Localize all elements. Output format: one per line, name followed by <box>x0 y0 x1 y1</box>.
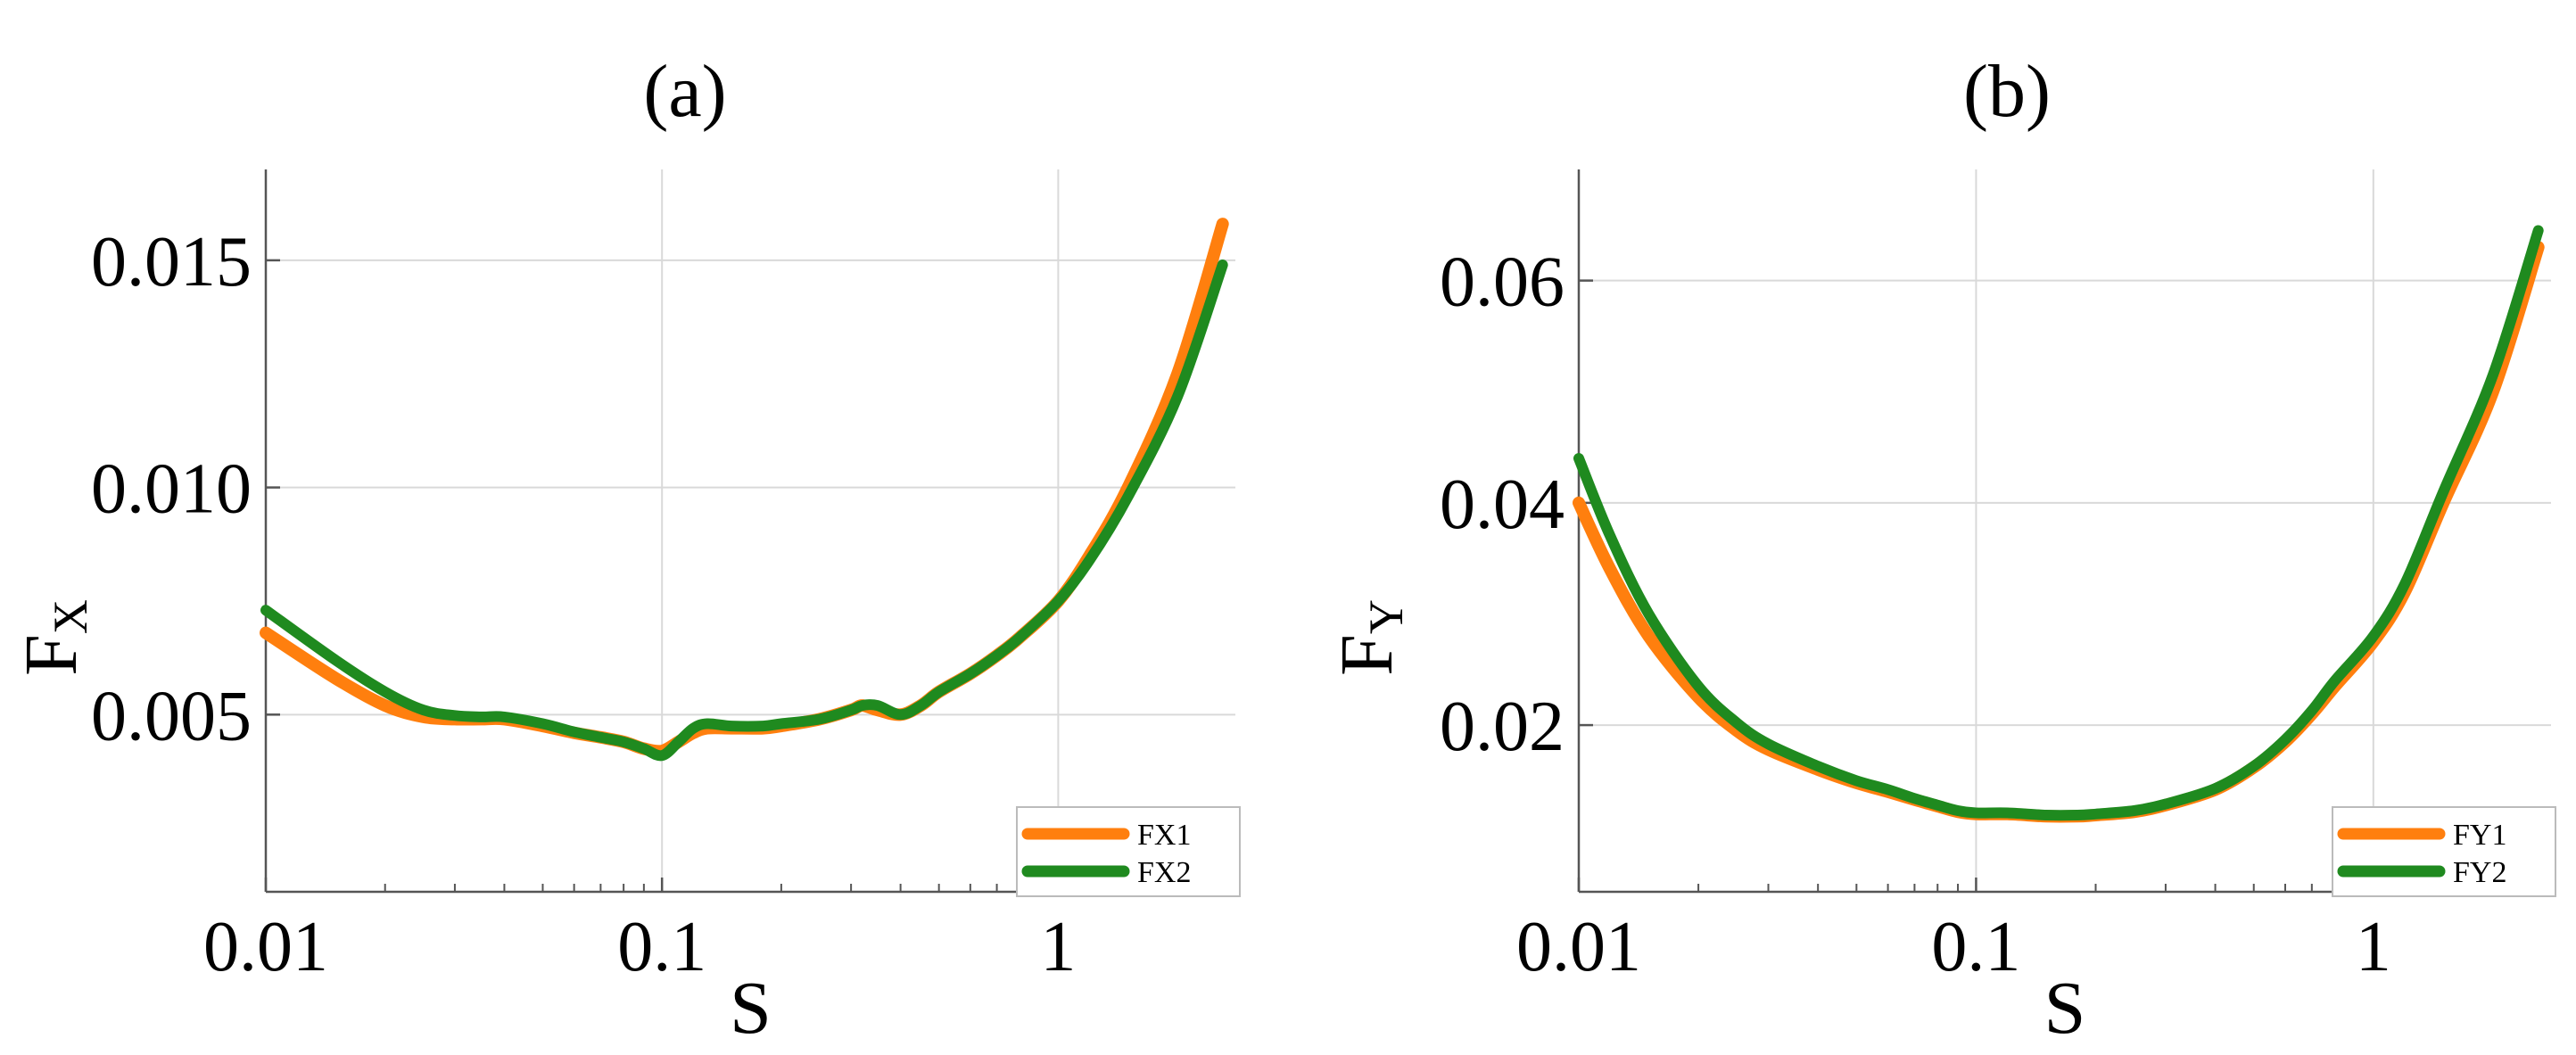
legend-label-fx1: FX1 <box>1137 819 1191 852</box>
legend-label-fx2: FX2 <box>1137 856 1191 889</box>
chart-title: (b) <box>1963 50 2051 133</box>
y-tick-label: 0.010 <box>91 450 252 529</box>
y-tick-label: 0.005 <box>91 677 252 755</box>
x-tick-label: 0.01 <box>1516 908 1641 986</box>
y-axis-label-subscript: Y <box>1359 599 1413 634</box>
x-tick-label: 0.1 <box>617 908 706 986</box>
legend-box <box>1016 806 1241 897</box>
y-tick-label: 0.04 <box>1440 466 1565 544</box>
series-line-fy1 <box>1573 241 2545 823</box>
x-tick-label: 0.1 <box>1931 908 2020 986</box>
y-axis-label: FY <box>1325 599 1413 676</box>
series-line-fy2 <box>1573 225 2544 821</box>
y-axis-label-subscript: X <box>44 599 97 634</box>
y-axis-label: FX <box>10 599 97 676</box>
y-tick-label: 0.02 <box>1440 688 1565 766</box>
x-tick-label: 1 <box>1040 908 1076 986</box>
y-axis-label-base: F <box>1325 634 1408 676</box>
x-tick-label: 0.01 <box>203 908 328 986</box>
x-axis-label: S <box>730 967 772 1050</box>
x-tick-label: 1 <box>2356 908 2391 986</box>
legend-label-fy1: FY1 <box>2453 819 2506 852</box>
y-axis-label-base: F <box>10 634 93 676</box>
x-axis-label: S <box>2044 967 2086 1050</box>
legend-label-fy2: FY2 <box>2453 856 2506 889</box>
series-line-fx2 <box>260 260 1228 762</box>
chart-title: (a) <box>643 50 726 133</box>
legend-box <box>2332 806 2556 897</box>
y-tick-label: 0.06 <box>1440 243 1565 322</box>
y-tick-label: 0.015 <box>91 223 252 301</box>
